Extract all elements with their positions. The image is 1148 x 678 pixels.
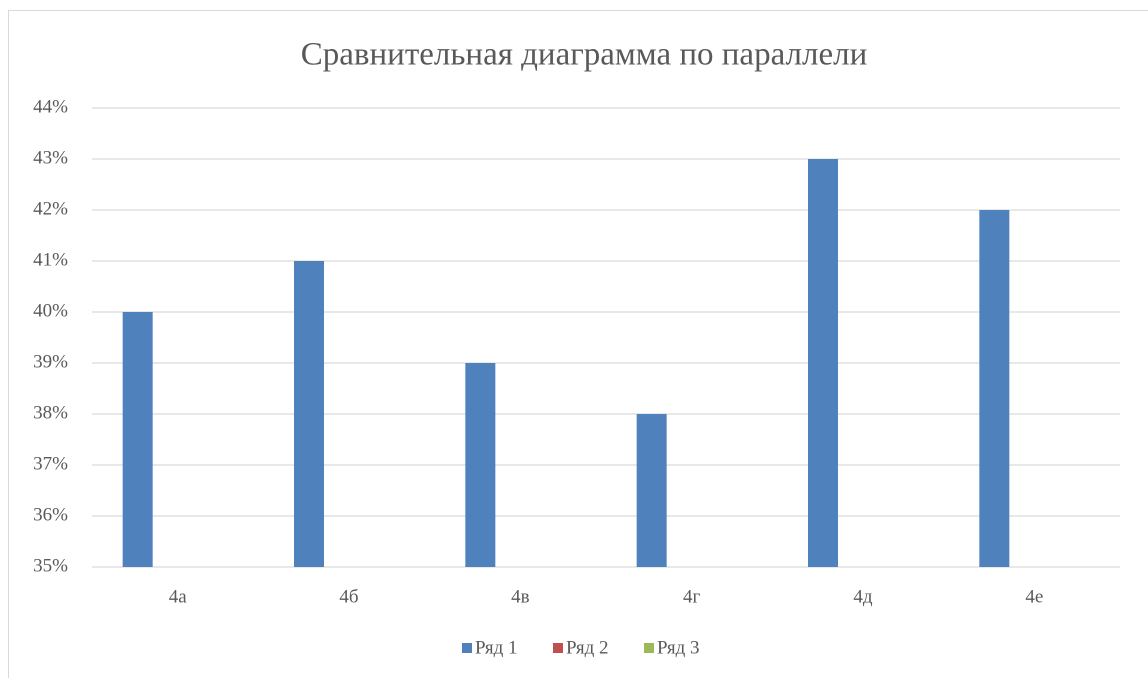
x-tick-label: 4е: [1025, 586, 1043, 607]
legend-label: Ряд 2: [566, 637, 609, 658]
bar: [636, 414, 667, 567]
bar: [294, 261, 324, 567]
y-tick-label: 36%: [33, 504, 68, 525]
x-tick-label: 4а: [169, 586, 188, 607]
legend-swatch: [462, 643, 472, 653]
x-tick-label: 4г: [683, 586, 701, 607]
x-tick-label: 4д: [853, 586, 873, 607]
y-tick-label: 42%: [33, 198, 68, 219]
y-tick-label: 39%: [33, 351, 68, 372]
y-tick-label: 40%: [33, 300, 68, 321]
chart-title: Сравнительная диаграмма по параллели: [301, 37, 867, 73]
chart-border: [8, 10, 1148, 678]
y-tick-label: 41%: [33, 249, 68, 270]
y-tick-label: 43%: [33, 147, 68, 168]
x-tick-label: 4б: [339, 586, 358, 607]
y-tick-label: 37%: [33, 453, 68, 474]
y-tick-label: 44%: [33, 96, 68, 117]
bar: [465, 363, 496, 567]
bar: [808, 159, 838, 567]
legend-swatch: [553, 643, 563, 653]
bar: [979, 210, 1010, 567]
y-tick-label: 35%: [33, 555, 68, 576]
legend-label: Ряд 3: [657, 637, 700, 658]
legend-swatch: [644, 643, 654, 653]
bar: [122, 312, 153, 567]
legend-label: Ряд 1: [475, 637, 518, 658]
y-tick-label: 38%: [33, 402, 68, 423]
x-tick-label: 4в: [511, 586, 530, 607]
